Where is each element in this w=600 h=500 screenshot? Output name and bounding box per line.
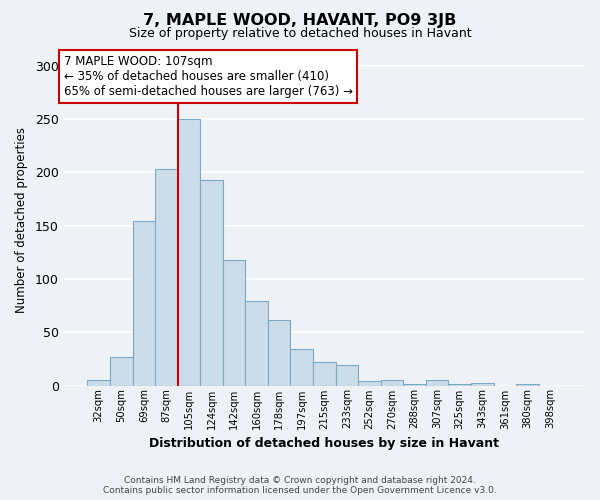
Y-axis label: Number of detached properties: Number of detached properties (15, 128, 28, 314)
Bar (313, 362, 335, 386)
Bar (358, 381, 381, 386)
X-axis label: Distribution of detached houses by size in Havant: Distribution of detached houses by size … (149, 437, 499, 450)
Bar (471, 384, 494, 386)
Bar (245, 302, 268, 386)
Bar (200, 180, 223, 386)
Bar (516, 384, 539, 386)
Bar (268, 320, 290, 386)
Bar (403, 384, 426, 386)
Bar (381, 380, 403, 386)
Bar (223, 260, 245, 386)
Bar (110, 356, 133, 386)
Bar (88, 380, 110, 386)
Text: 7, MAPLE WOOD, HAVANT, PO9 3JB: 7, MAPLE WOOD, HAVANT, PO9 3JB (143, 12, 457, 28)
Bar (178, 119, 200, 386)
Bar (335, 366, 358, 386)
Bar (426, 380, 448, 386)
Bar (155, 169, 178, 386)
Bar (448, 384, 471, 386)
Bar (133, 222, 155, 386)
Text: Size of property relative to detached houses in Havant: Size of property relative to detached ho… (128, 28, 472, 40)
Bar (290, 350, 313, 386)
Text: Contains HM Land Registry data © Crown copyright and database right 2024.
Contai: Contains HM Land Registry data © Crown c… (103, 476, 497, 495)
Text: 7 MAPLE WOOD: 107sqm
← 35% of detached houses are smaller (410)
65% of semi-deta: 7 MAPLE WOOD: 107sqm ← 35% of detached h… (64, 55, 353, 98)
